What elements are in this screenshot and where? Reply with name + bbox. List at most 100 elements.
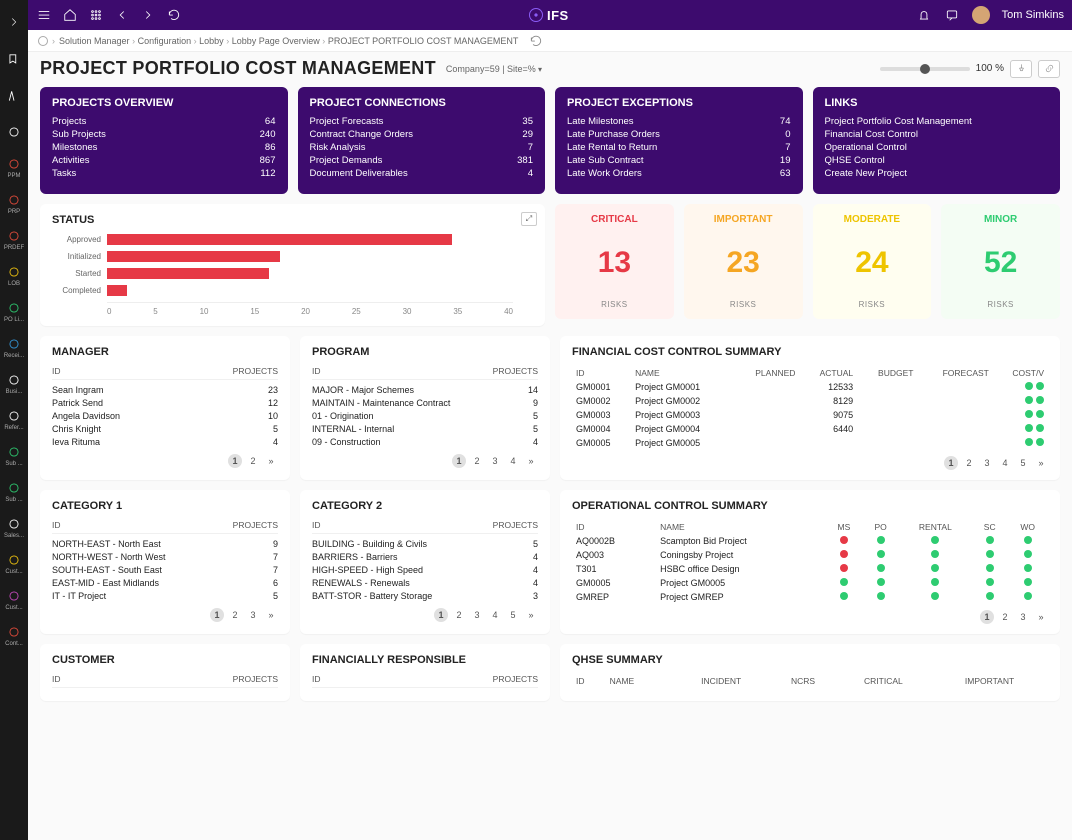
page-»[interactable]: » (1034, 610, 1048, 624)
card-row[interactable]: Late Sub Contract19 (567, 154, 791, 167)
card-row[interactable]: Projects64 (52, 115, 276, 128)
page-3[interactable]: 3 (1016, 610, 1030, 624)
rail-item-Recei...[interactable]: Recei... (2, 330, 26, 366)
page-3[interactable]: 3 (488, 454, 502, 468)
table-row[interactable]: AQ003Coningsby Project (572, 548, 1048, 562)
card-row[interactable]: Late Rental to Return7 (567, 141, 791, 154)
page-3[interactable]: 3 (980, 456, 994, 470)
link-item[interactable]: Create New Project (825, 167, 1049, 180)
page-»[interactable]: » (264, 608, 278, 622)
page-4[interactable]: 4 (488, 608, 502, 622)
table-row[interactable]: GM0005Project GM0005 (572, 576, 1048, 590)
card-row[interactable]: Milestones86 (52, 141, 276, 154)
page-2[interactable]: 2 (228, 608, 242, 622)
page-5[interactable]: 5 (1016, 456, 1030, 470)
list-item[interactable]: MAJOR - Major Schemes14 (312, 383, 538, 396)
list-item[interactable]: SOUTH-EAST - South East7 (52, 563, 278, 576)
list-item[interactable]: Chris Knight5 (52, 422, 278, 435)
page-1[interactable]: 1 (228, 454, 242, 468)
page-2[interactable]: 2 (452, 608, 466, 622)
rail-item-2[interactable] (2, 114, 26, 150)
table-row[interactable]: GM0005Project GM0005 (572, 436, 1048, 450)
crumb-link[interactable]: Configuration (138, 36, 192, 46)
content-scroll[interactable]: PROJECTS OVERVIEW Projects64Sub Projects… (28, 87, 1072, 840)
crumb-link[interactable]: Solution Manager (59, 36, 130, 46)
link-item[interactable]: QHSE Control (825, 154, 1049, 167)
link-item[interactable]: Operational Control (825, 141, 1049, 154)
home-icon[interactable] (62, 7, 78, 23)
crumb-link[interactable]: PROJECT PORTFOLIO COST MANAGEMENT (328, 36, 519, 46)
page-1[interactable]: 1 (434, 608, 448, 622)
page-5[interactable]: 5 (506, 608, 520, 622)
page-4[interactable]: 4 (506, 454, 520, 468)
list-item[interactable]: Patrick Send12 (52, 396, 278, 409)
list-item[interactable]: EAST-MID - East Midlands6 (52, 576, 278, 589)
card-row[interactable]: Project Forecasts35 (310, 115, 534, 128)
expand-icon[interactable]: ⤢ (521, 212, 537, 226)
link-item[interactable]: Financial Cost Control (825, 128, 1049, 141)
chat-icon[interactable] (944, 7, 960, 23)
list-item[interactable]: BUILDING - Building & Civils5 (312, 537, 538, 550)
list-item[interactable]: NORTH-WEST - North West7 (52, 550, 278, 563)
rail-item-0[interactable] (2, 42, 26, 78)
table-row[interactable]: GMREPProject GMREP (572, 590, 1048, 604)
card-row[interactable]: Late Milestones74 (567, 115, 791, 128)
card-row[interactable]: Late Work Orders63 (567, 167, 791, 180)
table-row[interactable]: GM0001Project GM000112533 (572, 380, 1048, 394)
page-2[interactable]: 2 (246, 454, 260, 468)
link-button[interactable] (1038, 60, 1060, 78)
risk-tile-important[interactable]: IMPORTANT23RISKS (684, 204, 803, 319)
rail-item-Cust...[interactable]: Cust... (2, 582, 26, 618)
card-row[interactable]: Sub Projects240 (52, 128, 276, 141)
page-»[interactable]: » (264, 454, 278, 468)
risk-tile-minor[interactable]: MINOR52RISKS (941, 204, 1060, 319)
forward-icon[interactable] (140, 7, 156, 23)
pin-button[interactable] (1010, 60, 1032, 78)
page-2[interactable]: 2 (470, 454, 484, 468)
rail-item-PRDEF[interactable]: PRDEF (2, 222, 26, 258)
list-item[interactable]: IT - IT Project5 (52, 589, 278, 602)
page-4[interactable]: 4 (998, 456, 1012, 470)
rail-expand-icon[interactable] (2, 4, 26, 40)
list-item[interactable]: Ieva Rituma4 (52, 435, 278, 448)
page-1[interactable]: 1 (452, 454, 466, 468)
list-item[interactable]: INTERNAL - Internal5 (312, 422, 538, 435)
list-item[interactable]: NORTH-EAST - North East9 (52, 537, 278, 550)
risk-tile-critical[interactable]: CRITICAL13RISKS (555, 204, 674, 319)
rail-item-PO Li...[interactable]: PO Li... (2, 294, 26, 330)
back-icon[interactable] (114, 7, 130, 23)
link-item[interactable]: Project Portfolio Cost Management (825, 115, 1049, 128)
page-»[interactable]: » (1034, 456, 1048, 470)
page-1[interactable]: 1 (944, 456, 958, 470)
page-»[interactable]: » (524, 608, 538, 622)
table-row[interactable]: GM0003Project GM00039075 (572, 408, 1048, 422)
crumb-link[interactable]: Lobby (199, 36, 224, 46)
rail-item-1[interactable] (2, 78, 26, 114)
rail-item-PPM[interactable]: PPM (2, 150, 26, 186)
zoom-slider[interactable] (880, 67, 970, 71)
rail-item-Busi...[interactable]: Busi... (2, 366, 26, 402)
avatar[interactable] (972, 6, 990, 24)
card-row[interactable]: Document Deliverables4 (310, 167, 534, 180)
table-row[interactable]: GM0002Project GM00028129 (572, 394, 1048, 408)
menu-icon[interactable] (36, 7, 52, 23)
list-item[interactable]: 09 - Construction4 (312, 435, 538, 448)
list-item[interactable]: Angela Davidson10 (52, 409, 278, 422)
list-item[interactable]: BARRIERS - Barriers4 (312, 550, 538, 563)
rail-item-Sales...[interactable]: Sales... (2, 510, 26, 546)
rail-item-Cont...[interactable]: Cont... (2, 618, 26, 654)
card-row[interactable]: Project Demands381 (310, 154, 534, 167)
rail-item-Sub ...[interactable]: Sub ... (2, 438, 26, 474)
crumb-refresh-icon[interactable] (528, 33, 544, 49)
list-item[interactable]: 01 - Origination5 (312, 409, 538, 422)
card-row[interactable]: Activities867 (52, 154, 276, 167)
bell-icon[interactable] (916, 7, 932, 23)
list-item[interactable]: RENEWALS - Renewals4 (312, 576, 538, 589)
crumb-link[interactable]: Lobby Page Overview (232, 36, 320, 46)
rail-item-Sub ...[interactable]: Sub ... (2, 474, 26, 510)
rail-item-PRP[interactable]: PRP (2, 186, 26, 222)
refresh-icon[interactable] (166, 7, 182, 23)
rail-item-Refer...[interactable]: Refer... (2, 402, 26, 438)
page-1[interactable]: 1 (210, 608, 224, 622)
card-row[interactable]: Risk Analysis7 (310, 141, 534, 154)
